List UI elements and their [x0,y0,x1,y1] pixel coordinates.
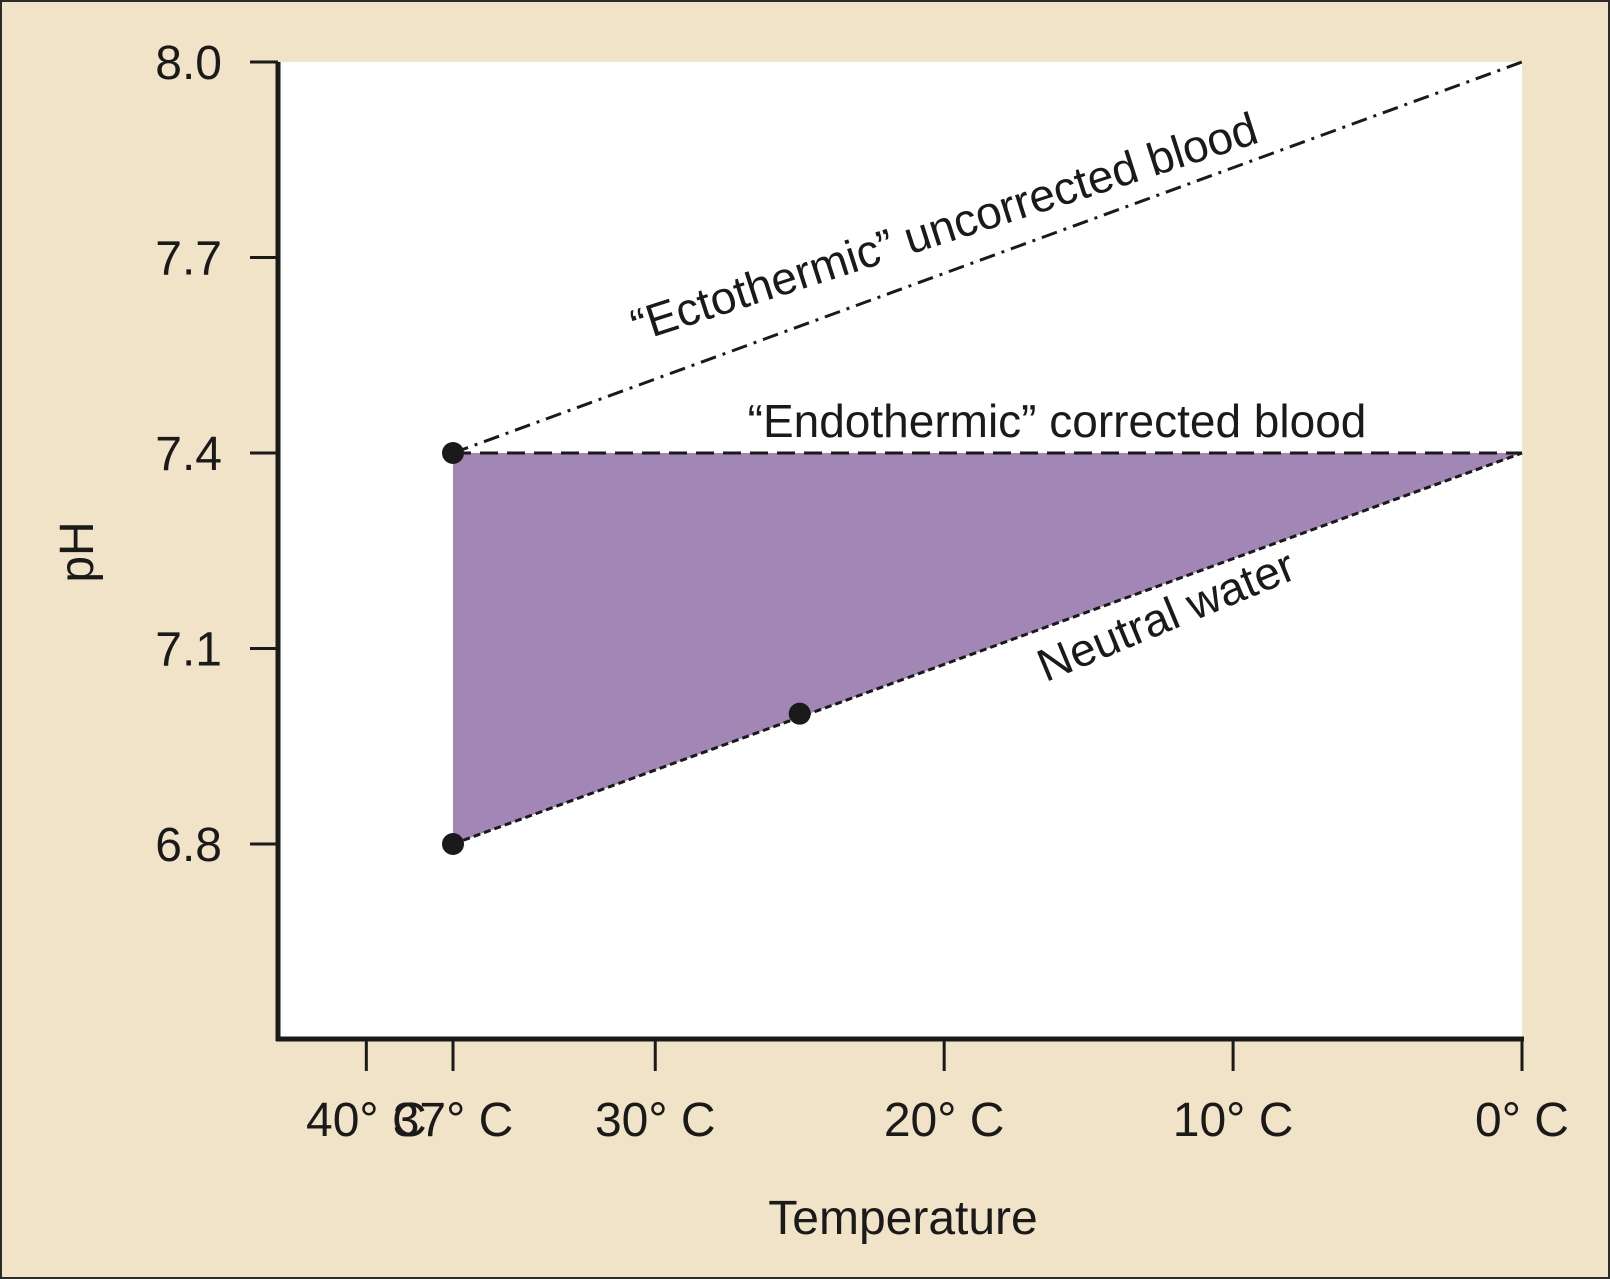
x-tick-label-1: 37° C [393,1094,514,1147]
x-tick-label-2: 30° C [595,1094,716,1147]
x-tick-label-5: 0° C [1475,1094,1569,1147]
y-tick-label-0: 8.0 [155,37,222,90]
tick-layer: 8.0 7.7 7.4 7.1 6.8 40° C37° C 30° C 20° C 10° C… [155,37,1569,1147]
data-point-2 [788,702,811,725]
y-tick-label-2: 7.4 [155,428,222,481]
series-label-endothermic: “Endothermic” corrected blood [748,395,1367,447]
x-tick-label-3: 20° C [884,1094,1005,1147]
data-point-1 [442,833,464,855]
x-tick-label-4: 10° C [1173,1094,1294,1147]
data-point-0 [442,442,464,464]
y-axis-label: pH [51,521,104,582]
y-tick-label-1: 7.7 [155,233,222,286]
x-tick-label-0: 40° C [306,1094,427,1147]
series-line-0 [452,60,1523,455]
series-line-2 [452,451,1523,846]
y-tick-label-4: 6.8 [155,819,222,872]
series-layer [452,60,1523,846]
x-axis-label: Temperature [768,1192,1037,1245]
y-tick-label-3: 7.1 [155,624,222,677]
axes [275,62,1524,1042]
points-layer [442,442,811,855]
